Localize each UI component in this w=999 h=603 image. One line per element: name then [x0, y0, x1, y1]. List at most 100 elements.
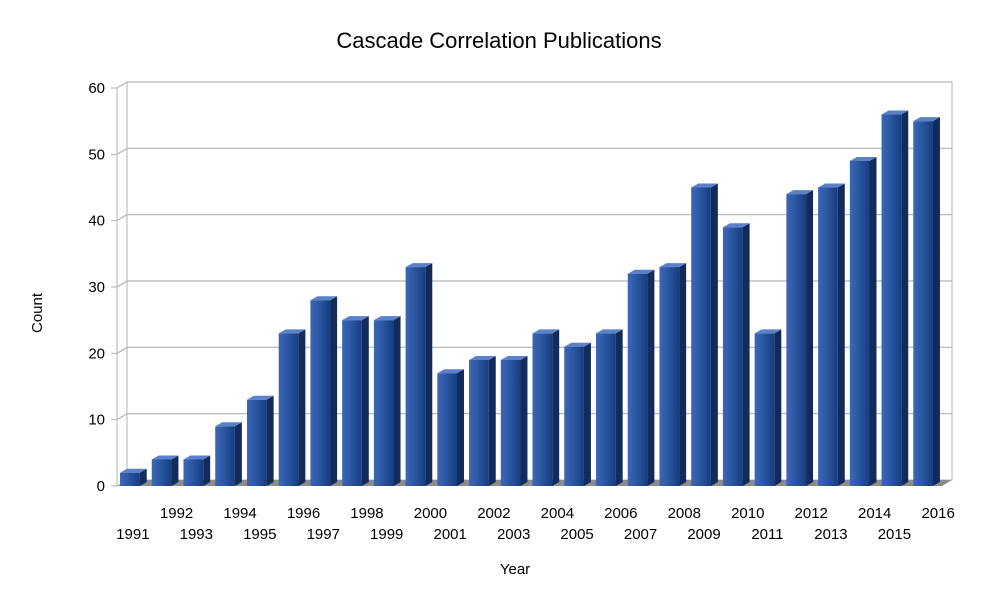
bar-front — [183, 459, 204, 486]
bar — [278, 329, 306, 486]
bar-front — [659, 267, 680, 486]
x-tick-label: 1993 — [180, 526, 213, 543]
x-tick-label: 1995 — [243, 526, 276, 543]
x-tick-label: 2002 — [477, 505, 510, 522]
x-tick-label: 2009 — [687, 526, 720, 543]
x-tick-label: 2000 — [414, 505, 447, 522]
bar-front — [913, 121, 933, 487]
bar-front — [342, 320, 362, 486]
y-tick-label: 30 — [88, 279, 105, 296]
x-tick-label: 2014 — [858, 505, 891, 522]
bar — [564, 342, 591, 486]
x-axis-label: Year — [500, 561, 530, 578]
bar — [595, 329, 623, 486]
y-axis-label: Count — [29, 292, 46, 333]
x-tick-label: 1998 — [350, 505, 383, 522]
bar — [818, 183, 845, 486]
bar — [120, 468, 147, 486]
bar-front — [691, 187, 711, 486]
bar — [183, 455, 211, 486]
x-tick-label: 2011 — [751, 526, 783, 543]
bar — [881, 110, 909, 487]
x-tick-label: 1991 — [116, 526, 149, 543]
bar-top — [786, 190, 814, 195]
x-tick-label: 1997 — [307, 526, 340, 543]
bar-front — [469, 359, 489, 486]
bar — [215, 422, 242, 486]
gridline-side — [116, 280, 128, 288]
bar-top — [818, 183, 845, 188]
bar-front — [405, 267, 426, 486]
bar-top — [373, 316, 401, 321]
bar-top — [532, 329, 560, 334]
bar-top — [246, 395, 274, 400]
bar-side — [361, 316, 369, 486]
bar — [691, 183, 718, 486]
x-tick-label: 1992 — [160, 505, 193, 522]
bar — [722, 223, 750, 487]
bar-top — [120, 468, 147, 473]
bar-side — [615, 329, 623, 486]
bar-side — [583, 342, 591, 486]
bar-top — [310, 296, 338, 301]
bar-side — [837, 183, 845, 486]
x-tick-label: 2016 — [921, 505, 954, 522]
y-tick-label: 50 — [88, 146, 105, 163]
bar-front — [627, 273, 648, 486]
bar-front — [818, 187, 838, 486]
bar-top — [881, 110, 909, 115]
gridline-side — [116, 81, 128, 89]
bar-top — [722, 223, 750, 228]
bar-front — [373, 320, 394, 486]
x-tick-label: 2004 — [541, 505, 574, 522]
bar — [849, 156, 877, 486]
bar — [786, 190, 814, 486]
y-tick-label: 60 — [88, 80, 105, 97]
bar-top — [595, 329, 623, 334]
bar-top — [278, 329, 306, 334]
bar-side — [139, 468, 147, 486]
bar-side — [869, 156, 877, 486]
gridline-side — [116, 346, 128, 354]
bar-side — [806, 190, 814, 486]
bar-side — [298, 329, 306, 486]
bar-front — [849, 160, 870, 486]
bar — [405, 263, 433, 486]
gridline-side — [116, 214, 128, 222]
bar — [754, 329, 782, 486]
y-tick-label: 0 — [97, 478, 105, 495]
bar — [342, 316, 369, 486]
bar-top — [500, 355, 528, 360]
x-axis-ticks: 1991 1992 1993 1994 1995 1996 1997 1998 1999 2000… — [116, 505, 955, 543]
bar-side — [932, 117, 940, 487]
bar-side — [266, 395, 274, 486]
x-tick-label: 2015 — [878, 526, 911, 543]
bar-front — [754, 333, 775, 486]
bar-side — [742, 223, 750, 487]
bar-front — [532, 333, 553, 486]
y-tick-label: 20 — [88, 345, 105, 362]
bar-front — [564, 346, 584, 486]
x-tick-label: 2013 — [814, 526, 847, 543]
x-tick-label: 2003 — [497, 526, 530, 543]
bar-front — [246, 399, 267, 486]
bar-front — [278, 333, 299, 486]
bar-top — [691, 183, 718, 188]
bar — [532, 329, 560, 486]
x-tick-label: 1994 — [223, 505, 256, 522]
bar-side — [774, 329, 782, 486]
bar-front — [881, 114, 902, 487]
y-tick-label: 40 — [88, 213, 105, 230]
bar — [913, 117, 940, 487]
chart-title: Cascade Correlation Publications — [336, 28, 661, 53]
bar-top — [183, 455, 211, 460]
x-tick-label: 2007 — [624, 526, 657, 543]
bar-top — [754, 329, 782, 334]
bar — [659, 263, 687, 486]
bar-front — [595, 333, 616, 486]
bar-side — [171, 455, 179, 486]
bar-side — [393, 316, 401, 486]
bar — [500, 355, 528, 486]
bars — [120, 110, 940, 487]
